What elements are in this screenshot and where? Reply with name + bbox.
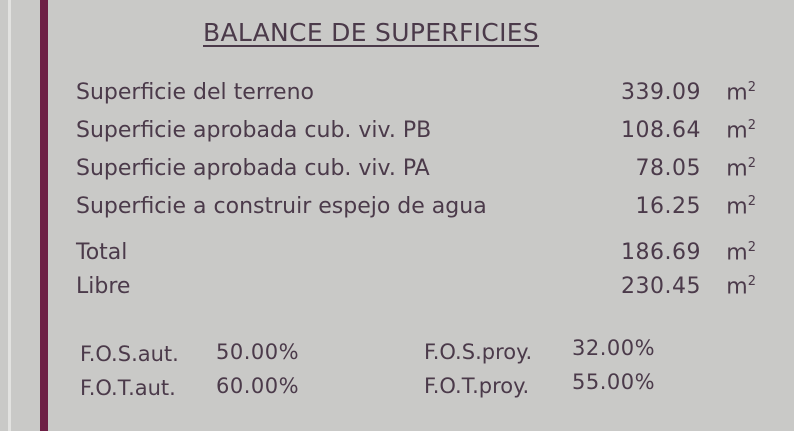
row-total: Total 186.69 m2 <box>76 240 756 270</box>
row-value: 78.05 <box>635 156 701 181</box>
row-pa: Superficie aprobada cub. viv. PA 78.05 m… <box>76 156 756 186</box>
row-pb: Superficie aprobada cub. viv. PB 108.64 … <box>76 118 756 148</box>
row-label: Total <box>76 240 128 265</box>
fot-aut-value: 60.00% <box>216 374 300 398</box>
paper-edge <box>8 0 11 431</box>
row-value: 108.64 <box>621 118 701 143</box>
row-value: 230.45 <box>621 274 701 299</box>
row-espejo: Superficie a construir espejo de agua 16… <box>76 194 756 224</box>
table-title: BALANCE DE SUPERFICIES <box>203 18 540 47</box>
row-unit: m2 <box>726 240 756 266</box>
fos-proy-value: 32.00% <box>572 336 656 360</box>
row-unit: m2 <box>726 274 756 300</box>
fos-aut-value: 50.00% <box>216 340 300 364</box>
row-unit: m2 <box>726 118 756 144</box>
fot-aut-label: F.O.T.aut. <box>80 376 176 400</box>
row-terreno: Superficie del terreno 339.09 m2 <box>76 80 756 110</box>
fos-proy-label: F.O.S.proy. <box>424 340 533 364</box>
row-libre: Libre 230.45 m2 <box>76 274 756 304</box>
fot-proy-value: 55.00% <box>572 370 656 394</box>
row-value: 16.25 <box>635 194 701 219</box>
row-label: Superficie aprobada cub. viv. PB <box>76 118 432 143</box>
row-label: Libre <box>76 274 131 299</box>
row-unit: m2 <box>726 194 756 220</box>
row-unit: m2 <box>726 156 756 182</box>
row-label: Superficie aprobada cub. viv. PA <box>76 156 430 181</box>
row-label: Superficie del terreno <box>76 80 314 105</box>
fot-proy-label: F.O.T.proy. <box>424 374 530 398</box>
row-value: 186.69 <box>621 240 701 265</box>
row-value: 339.09 <box>621 80 701 105</box>
row-unit: m2 <box>726 80 756 106</box>
fos-aut-label: F.O.S.aut. <box>80 342 179 366</box>
row-label: Superficie a construir espejo de agua <box>76 194 487 219</box>
margin-border-line <box>40 0 48 431</box>
